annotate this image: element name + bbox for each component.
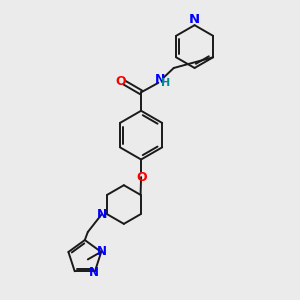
- Text: N: N: [97, 244, 107, 258]
- Text: N: N: [154, 74, 165, 86]
- Text: N: N: [188, 13, 200, 26]
- Text: H: H: [161, 78, 170, 88]
- Text: N: N: [97, 208, 107, 221]
- Text: N: N: [89, 266, 99, 279]
- Text: O: O: [136, 170, 147, 184]
- Text: O: O: [115, 75, 126, 88]
